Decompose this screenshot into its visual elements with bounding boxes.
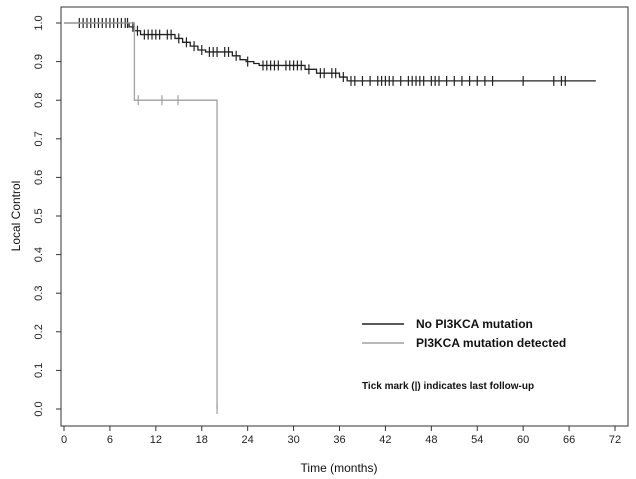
x-tick-label: 48 bbox=[425, 434, 437, 446]
legend: No PI3KCA mutation PI3KCA mutation detec… bbox=[362, 317, 566, 350]
y-tick-label: 0.7 bbox=[33, 131, 45, 146]
x-tick-label: 0 bbox=[61, 434, 67, 446]
x-tick-label: 18 bbox=[196, 434, 208, 446]
y-tick-label: 0.3 bbox=[33, 286, 45, 301]
y-axis-ticks: 0.0 0.1 0.2 0.3 0.4 0.5 0.6 0.7 0.8 0.9 1.0 bbox=[33, 15, 61, 417]
x-tick-label: 12 bbox=[150, 434, 162, 446]
km-curve-mutation bbox=[64, 22, 218, 409]
x-tick-label: 60 bbox=[517, 434, 529, 446]
x-tick-label: 6 bbox=[107, 434, 113, 446]
legend-label-mutation: PI3KCA mutation detected bbox=[416, 336, 566, 350]
y-tick-label: 0.8 bbox=[33, 93, 45, 108]
x-axis-title: Time (months) bbox=[301, 461, 378, 475]
y-tick-label: 0.5 bbox=[33, 208, 45, 223]
y-tick-label: 0.9 bbox=[33, 54, 45, 69]
x-tick-label: 24 bbox=[242, 434, 254, 446]
y-tick-label: 0.4 bbox=[33, 247, 45, 262]
x-tick-label: 72 bbox=[609, 434, 621, 446]
y-axis-title: Local Control bbox=[9, 181, 23, 252]
x-tick-label: 66 bbox=[563, 434, 575, 446]
km-curve-no-mutation bbox=[64, 22, 596, 82]
y-tick-label: 0.0 bbox=[33, 401, 45, 416]
y-tick-label: 0.2 bbox=[33, 324, 45, 339]
x-axis-ticks: 0 6 12 18 24 30 36 42 48 54 60 66 72 bbox=[61, 426, 621, 446]
plot-frame bbox=[60, 6, 629, 427]
censor-note: Tick mark (|) indicates last follow-up bbox=[362, 381, 534, 392]
x-tick-label: 30 bbox=[287, 434, 299, 446]
x-tick-label: 54 bbox=[471, 434, 483, 446]
y-tick-label: 0.6 bbox=[33, 170, 45, 185]
y-tick-label: 0.1 bbox=[33, 363, 45, 378]
survival-curves bbox=[64, 18, 596, 414]
x-tick-label: 42 bbox=[379, 434, 391, 446]
legend-label-no-mutation: No PI3KCA mutation bbox=[416, 317, 533, 331]
x-tick-label: 36 bbox=[333, 434, 345, 446]
y-tick-label: 1.0 bbox=[33, 15, 45, 30]
